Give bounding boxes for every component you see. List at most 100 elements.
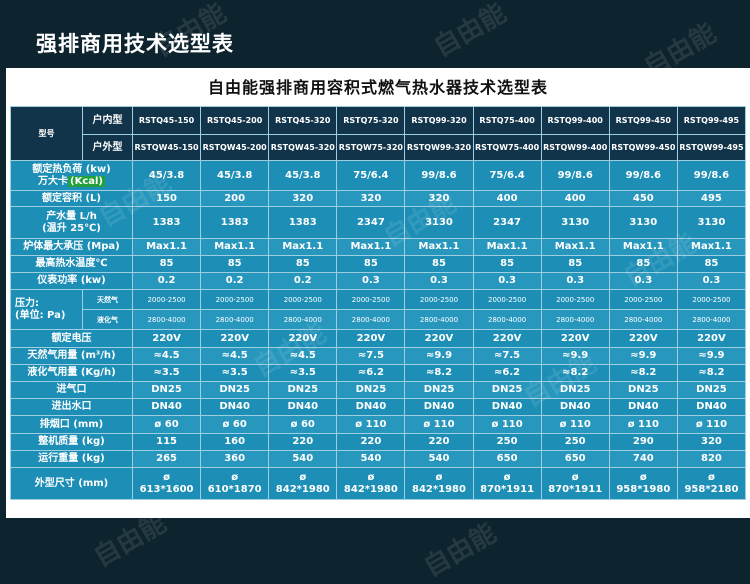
cell-power: 0.3	[472, 272, 542, 290]
cell-volume: 320	[404, 190, 474, 207]
cell-natural-gas-use: ≈9.9	[676, 347, 747, 365]
indoor-model: RSTQ75-400	[472, 106, 542, 135]
dimension-value: 870*1911	[480, 483, 535, 495]
cell-heat-load: 99/8.6	[540, 160, 610, 191]
cell-lpg-use: ≈8.2	[404, 364, 474, 382]
cell-voltage: 220V	[676, 329, 747, 348]
cell-gas-inlet: DN25	[676, 381, 747, 399]
cell-output: 3130	[676, 206, 747, 239]
cell-voltage: 220V	[268, 329, 338, 348]
cell-power: 0.3	[676, 272, 747, 290]
cell-gas-inlet: DN25	[131, 381, 202, 399]
watermark: 自由能	[428, 0, 512, 64]
cell-lpg-use: ≈8.2	[540, 364, 610, 382]
cell-ng-pressure: 2000-2500	[131, 289, 202, 310]
cell-water-io: DN40	[472, 398, 542, 416]
diameter-symbol: ø	[367, 471, 375, 483]
table-row: 产水量 L/h (温升 25℃) 1383 1383 1383 2347 3130 2347 3…	[10, 206, 747, 239]
cell-dimensions: ø 870*1911	[472, 467, 542, 500]
outdoor-model: RSTQW45-150	[131, 134, 202, 161]
cell-max-temp: 85	[608, 255, 678, 273]
table-row: 最高热水温度℃ 85 85 85 85 85 85 85 85 85	[10, 255, 747, 273]
cell-flue: ø 110	[608, 415, 678, 434]
cell-mass: 160	[200, 433, 270, 451]
output-line1: 产水量 L/h	[46, 210, 97, 222]
cell-water-io: DN40	[268, 398, 338, 416]
indoor-model: RSTQ99-320	[404, 106, 474, 135]
table-row: 炉体最大承压 (Mpa) Max1.1 Max1.1 Max1.1 Max1.1 Max1…	[10, 238, 747, 256]
table-row: 额定电压 220V 220V 220V 220V 220V 220V 220V 220V 220V	[10, 329, 747, 348]
dimension-value: 958*1980	[616, 483, 671, 495]
cell-pressure-max: Max1.1	[676, 238, 747, 256]
table-row: 液化气 2800-4000 2800-4000 2800-4000 2800-4000 2…	[11, 309, 747, 330]
cell-dimensions: ø 842*1980	[404, 467, 474, 500]
table-row: 进气口 DN25 DN25 DN25 DN25 DN25 DN25 DN25 DN25 DN25	[10, 381, 747, 399]
max-temp-label: 最高热水温度℃	[10, 255, 133, 273]
cell-water-io: DN40	[540, 398, 610, 416]
cell-power: 0.2	[268, 272, 338, 290]
cell-gas-inlet: DN25	[472, 381, 542, 399]
cell-op-weight: 360	[200, 450, 270, 468]
cell-op-weight: 650	[540, 450, 610, 468]
outdoor-model: RSTQW99-400	[540, 134, 610, 161]
table-row: 进出水口 DN40 DN40 DN40 DN40 DN40 DN40 DN40 DN40 DN40	[10, 398, 747, 416]
heat-load-line2: 万大卡	[38, 175, 68, 187]
diameter-symbol: ø	[299, 471, 307, 483]
cell-lpg-pressure: 2800-4000	[336, 309, 406, 330]
cell-lpg-pressure: 2800-4000	[540, 309, 610, 330]
cell-gas-inlet: DN25	[336, 381, 406, 399]
cell-pressure-max: Max1.1	[336, 238, 406, 256]
diameter-symbol: ø	[231, 471, 239, 483]
cell-dimensions: ø 613*1600	[131, 467, 202, 500]
cell-lpg-pressure: 2800-4000	[608, 309, 678, 330]
diameter-symbol: ø	[503, 471, 511, 483]
cell-flue: ø 60	[268, 415, 338, 434]
cell-lpg-pressure: 2800-4000	[200, 309, 270, 330]
cell-lpg-pressure: 2800-4000	[676, 309, 747, 330]
cell-mass: 290	[608, 433, 678, 451]
diameter-symbol: ø	[163, 471, 170, 483]
cell-voltage: 220V	[608, 329, 678, 348]
indoor-model: RSTQ45-200	[200, 106, 270, 135]
cell-flue: ø 110	[676, 415, 747, 434]
table-row: 整机质量 (kg) 115 160 220 220 220 250 250 290 320	[10, 433, 747, 451]
indoor-label: 户内型	[82, 106, 133, 135]
cell-max-temp: 85	[540, 255, 610, 273]
power-label: 仪表功率 (kw)	[10, 272, 133, 290]
cell-natural-gas-use: ≈9.9	[608, 347, 678, 365]
cell-ng-pressure: 2000-2500	[336, 289, 406, 310]
cell-output: 2347	[472, 206, 542, 239]
cell-dimensions: ø 958*1980	[608, 467, 678, 500]
diameter-symbol: ø	[639, 471, 647, 483]
slide-title: 强排商用技术选型表	[36, 32, 234, 56]
cell-gas-inlet: DN25	[268, 381, 338, 399]
cell-ng-pressure: 2000-2500	[608, 289, 678, 310]
cell-output: 3130	[540, 206, 610, 239]
cell-dimensions: ø 958*2180	[676, 467, 747, 500]
cell-natural-gas-use: ≈4.5	[200, 347, 270, 365]
cell-voltage: 220V	[200, 329, 270, 348]
cell-volume: 400	[472, 190, 542, 207]
lpg-use-label: 液化气用量 (Kg/h)	[10, 364, 133, 382]
outdoor-model: RSTQW75-400	[472, 134, 542, 161]
pressure-line1: 压力:	[15, 297, 39, 309]
cell-volume: 150	[131, 190, 202, 207]
cell-lpg-pressure: 2800-4000	[268, 309, 338, 330]
cell-max-temp: 85	[472, 255, 542, 273]
outdoor-model: RSTQW99-495	[676, 134, 747, 161]
cell-water-io: DN40	[131, 398, 202, 416]
cell-pressure-max: Max1.1	[404, 238, 474, 256]
table-row: 户外型 RSTQW45-150 RSTQW45-200 RSTQW45-320 RSTQ…	[11, 134, 747, 161]
cell-ng-pressure: 2000-2500	[472, 289, 542, 310]
cell-lpg-pressure: 2800-4000	[404, 309, 474, 330]
dimensions-label: 外型尺寸 (mm)	[10, 467, 133, 500]
cell-heat-load: 45/3.8	[200, 160, 270, 191]
indoor-model: RSTQ75-320	[336, 106, 406, 135]
cell-heat-load: 99/8.6	[676, 160, 747, 191]
cell-power: 0.2	[131, 272, 202, 290]
table-row: 额定容积 (L) 150 200 320 320 320 400 400 450 495	[10, 190, 747, 207]
dimension-value: 958*2180	[684, 483, 739, 495]
cell-natural-gas-use: ≈7.5	[472, 347, 542, 365]
cell-gas-inlet: DN25	[404, 381, 474, 399]
cell-ng-pressure: 2000-2500	[268, 289, 338, 310]
